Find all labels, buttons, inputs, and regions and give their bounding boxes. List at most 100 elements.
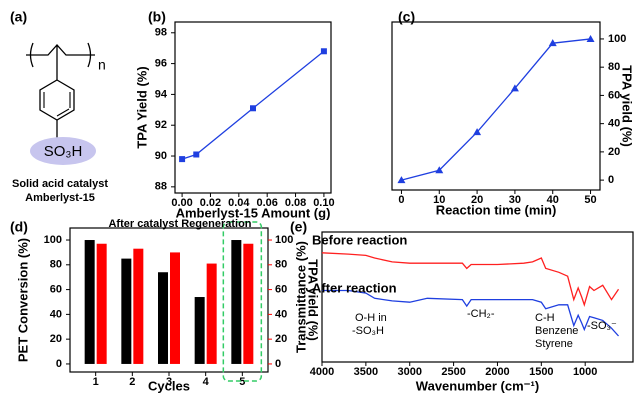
y-axis-label: Transmittance (%)	[293, 241, 308, 353]
bar	[133, 248, 144, 364]
y-tick-label: 98	[155, 27, 167, 39]
marker	[193, 151, 200, 158]
x-tick-label: 2	[129, 376, 135, 388]
x-tick-label: 1	[93, 376, 99, 388]
y2-tick-label: 20	[275, 333, 287, 345]
caption: Solid acid catalyst	[12, 178, 108, 190]
x-tick-label: 1000	[573, 366, 597, 378]
x-axis-label: Reaction time (min)	[436, 202, 557, 217]
x-axis-label: Wavenumber (cm⁻¹)	[416, 378, 539, 393]
x-tick-label: 10	[433, 194, 445, 206]
y-tick-label: 20	[50, 333, 62, 345]
marker	[586, 34, 595, 42]
x-tick-label: 3000	[397, 366, 421, 378]
x-tick-label: 3500	[354, 366, 378, 378]
annotation: -SO₃⁻	[587, 320, 617, 332]
annotation: O-H in	[355, 312, 387, 324]
y-tick-label: 96	[155, 58, 167, 70]
panel-label: (b)	[148, 9, 166, 25]
y-tick-label: 0	[56, 358, 62, 370]
x-tick-label: 0.00	[171, 197, 192, 209]
y-tick-label: 90	[155, 150, 167, 162]
x-tick-label: 4	[203, 376, 210, 388]
y-tick-label: 40	[608, 118, 620, 130]
benzene-ring	[39, 79, 75, 121]
x-tick-label: 20	[471, 194, 483, 206]
y-tick-label: 0	[608, 174, 614, 186]
marker	[179, 156, 186, 163]
marker	[510, 84, 519, 92]
x-tick-label: 0	[398, 194, 404, 206]
bar	[243, 243, 254, 364]
y-tick-label: 80	[608, 61, 620, 73]
x-tick-label: 0.10	[313, 197, 334, 209]
panel-label: (c)	[398, 9, 415, 25]
caption: Amberlyst-15	[25, 192, 95, 204]
y2-tick-label: 80	[275, 259, 287, 271]
y-axis-label: PET Conversion (%)	[15, 238, 30, 362]
y-tick-label: 94	[155, 88, 168, 100]
y-tick-label: 20	[608, 146, 620, 158]
y-axis-label: TPA yield (%)	[620, 65, 635, 147]
bar	[194, 297, 205, 364]
ring-bonds	[43, 92, 71, 117]
marker	[435, 166, 444, 174]
annotation: C-H	[535, 312, 555, 324]
bar	[206, 263, 217, 364]
sulfonic-group: SO₃H	[44, 143, 83, 160]
y2-tick-label: 100	[275, 234, 293, 246]
x-tick-label: 5	[239, 376, 245, 388]
bar	[170, 252, 180, 364]
marker	[548, 39, 557, 47]
x-tick-label: 50	[584, 194, 596, 206]
x-tick-label: 0.04	[228, 197, 250, 209]
x-tick-label: 2500	[441, 366, 465, 378]
panel-label: (e)	[290, 219, 307, 235]
marker	[397, 176, 406, 184]
marker	[250, 105, 256, 112]
annotation: After catalyst Regeneration	[108, 218, 251, 230]
repeat-n: n	[98, 57, 106, 73]
plot-frame	[174, 21, 332, 194]
x-tick-label: 4000	[310, 366, 334, 378]
y-tick-label: 92	[155, 119, 167, 131]
panel-label: (d)	[10, 219, 28, 235]
x-tick-label: 0.08	[285, 197, 306, 209]
y-tick-label: 80	[50, 259, 62, 271]
x-axis-label: Amberlyst-15 Amount (g)	[176, 205, 331, 220]
data-line	[181, 50, 325, 160]
y-tick-label: 88	[155, 181, 167, 193]
panel-label: (a)	[10, 9, 27, 25]
series-label: Before reaction	[312, 232, 407, 247]
marker	[473, 128, 482, 136]
highlight	[30, 137, 96, 165]
x-tick-label: 0.06	[256, 197, 277, 209]
plot-frame	[321, 231, 634, 363]
x-tick-label: 0.02	[200, 197, 221, 209]
backbone	[26, 44, 95, 80]
x-tick-label: 2000	[485, 366, 509, 378]
annotation: Styrene	[535, 338, 573, 350]
annotation: Benzene	[535, 325, 578, 337]
x-tick-label: 1500	[529, 366, 553, 378]
annotation: -CH₂-	[467, 308, 495, 320]
y-tick-label: 100	[44, 234, 62, 246]
y-axis-label: TPA Yield (%)	[134, 66, 149, 148]
marker	[320, 48, 327, 55]
bar	[231, 240, 242, 364]
spectrum-line	[322, 289, 620, 337]
bar	[84, 240, 95, 364]
plot-frame	[391, 21, 601, 191]
bar	[96, 243, 107, 364]
series-label: After reaction	[312, 280, 397, 295]
highlight-box	[222, 221, 263, 382]
bar	[158, 272, 168, 364]
annotation: -SO₃H	[352, 325, 384, 337]
structure: (a) n SO₃H Solid acid catalyst Amberlyst…	[10, 9, 108, 204]
y2-tick-label: 0	[275, 358, 281, 370]
x-axis-label: Cycles	[148, 378, 190, 393]
bar	[121, 258, 132, 364]
x-tick-label: 3	[166, 376, 172, 388]
data-line	[401, 38, 591, 181]
